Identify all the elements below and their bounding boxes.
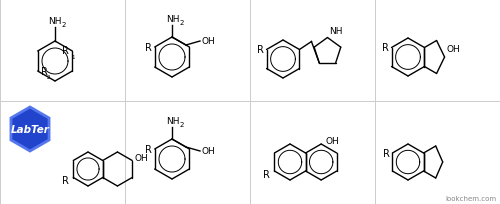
Text: LabTer: LabTer — [10, 124, 50, 134]
Text: R: R — [62, 46, 70, 56]
Text: R: R — [256, 45, 264, 55]
Text: OH: OH — [202, 37, 216, 46]
Text: 1: 1 — [72, 55, 75, 60]
Text: R: R — [145, 43, 152, 53]
Text: R: R — [40, 67, 48, 77]
Text: R: R — [145, 144, 152, 154]
Text: OH: OH — [134, 153, 148, 162]
Text: R: R — [62, 176, 70, 186]
Text: R: R — [382, 148, 390, 158]
Text: OH: OH — [446, 45, 460, 54]
Text: NH: NH — [48, 17, 62, 26]
Text: OH: OH — [326, 136, 340, 145]
Text: lookchem.com: lookchem.com — [446, 195, 497, 201]
Text: NH: NH — [166, 15, 180, 24]
Text: 2: 2 — [180, 20, 184, 26]
Text: R: R — [262, 169, 270, 179]
Text: NH: NH — [166, 116, 180, 125]
Text: 2: 2 — [62, 22, 66, 28]
Text: OH: OH — [202, 147, 216, 156]
Text: 2: 2 — [180, 121, 184, 127]
Text: 2: 2 — [46, 75, 50, 80]
Text: NH: NH — [330, 27, 343, 36]
Polygon shape — [11, 108, 49, 151]
Text: R: R — [382, 43, 388, 53]
